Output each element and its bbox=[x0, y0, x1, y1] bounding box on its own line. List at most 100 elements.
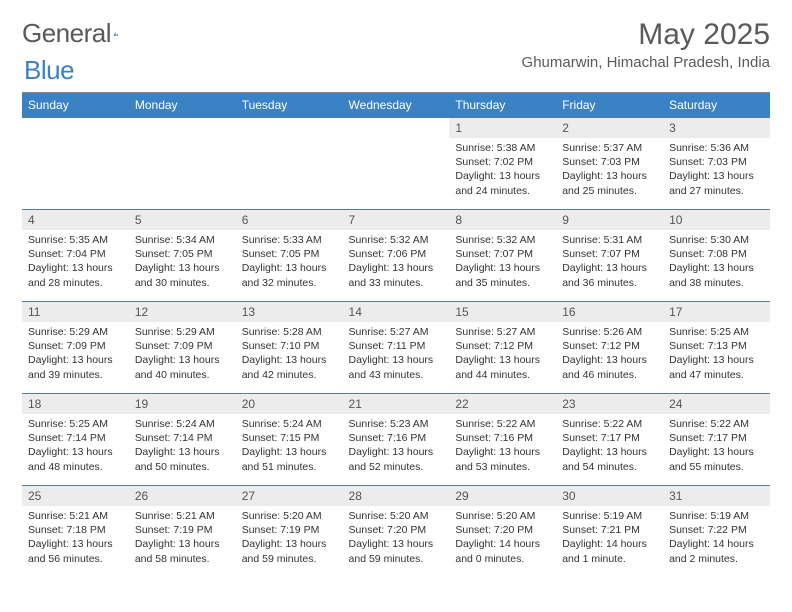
calendar-cell: 29Sunrise: 5:20 AMSunset: 7:20 PMDayligh… bbox=[449, 486, 556, 578]
calendar-cell: 3Sunrise: 5:36 AMSunset: 7:03 PMDaylight… bbox=[663, 118, 770, 210]
day-number: 19 bbox=[129, 394, 236, 414]
day-details: Sunrise: 5:31 AMSunset: 7:07 PMDaylight:… bbox=[556, 230, 663, 295]
calendar-cell: 27Sunrise: 5:20 AMSunset: 7:19 PMDayligh… bbox=[236, 486, 343, 578]
calendar-cell: 30Sunrise: 5:19 AMSunset: 7:21 PMDayligh… bbox=[556, 486, 663, 578]
day-details: Sunrise: 5:21 AMSunset: 7:19 PMDaylight:… bbox=[129, 506, 236, 571]
day-details: Sunrise: 5:19 AMSunset: 7:21 PMDaylight:… bbox=[556, 506, 663, 571]
calendar-cell: 28Sunrise: 5:20 AMSunset: 7:20 PMDayligh… bbox=[343, 486, 450, 578]
day-details: Sunrise: 5:27 AMSunset: 7:11 PMDaylight:… bbox=[343, 322, 450, 387]
day-number: 8 bbox=[449, 210, 556, 230]
calendar-cell: 9Sunrise: 5:31 AMSunset: 7:07 PMDaylight… bbox=[556, 210, 663, 302]
day-details: Sunrise: 5:32 AMSunset: 7:07 PMDaylight:… bbox=[449, 230, 556, 295]
day-number: 13 bbox=[236, 302, 343, 322]
day-number: 30 bbox=[556, 486, 663, 506]
weekday-header: Monday bbox=[129, 93, 236, 118]
day-number: 17 bbox=[663, 302, 770, 322]
day-number: 20 bbox=[236, 394, 343, 414]
calendar-cell: 5Sunrise: 5:34 AMSunset: 7:05 PMDaylight… bbox=[129, 210, 236, 302]
day-number: 27 bbox=[236, 486, 343, 506]
day-number: 7 bbox=[343, 210, 450, 230]
calendar-cell: 16Sunrise: 5:26 AMSunset: 7:12 PMDayligh… bbox=[556, 302, 663, 394]
day-number: 3 bbox=[663, 118, 770, 138]
day-number: 4 bbox=[22, 210, 129, 230]
day-details: Sunrise: 5:34 AMSunset: 7:05 PMDaylight:… bbox=[129, 230, 236, 295]
day-details: Sunrise: 5:22 AMSunset: 7:16 PMDaylight:… bbox=[449, 414, 556, 479]
day-details: Sunrise: 5:24 AMSunset: 7:14 PMDaylight:… bbox=[129, 414, 236, 479]
weekday-header: Friday bbox=[556, 93, 663, 118]
calendar-cell: 19Sunrise: 5:24 AMSunset: 7:14 PMDayligh… bbox=[129, 394, 236, 486]
day-details: Sunrise: 5:22 AMSunset: 7:17 PMDaylight:… bbox=[663, 414, 770, 479]
logo: General bbox=[22, 18, 143, 49]
day-number: 22 bbox=[449, 394, 556, 414]
calendar-cell: 21Sunrise: 5:23 AMSunset: 7:16 PMDayligh… bbox=[343, 394, 450, 486]
day-number: 28 bbox=[343, 486, 450, 506]
calendar-table: SundayMondayTuesdayWednesdayThursdayFrid… bbox=[22, 93, 770, 578]
calendar-cell bbox=[343, 118, 450, 210]
day-details: Sunrise: 5:24 AMSunset: 7:15 PMDaylight:… bbox=[236, 414, 343, 479]
day-number: 18 bbox=[22, 394, 129, 414]
day-details: Sunrise: 5:29 AMSunset: 7:09 PMDaylight:… bbox=[22, 322, 129, 387]
day-details: Sunrise: 5:35 AMSunset: 7:04 PMDaylight:… bbox=[22, 230, 129, 295]
calendar-cell: 17Sunrise: 5:25 AMSunset: 7:13 PMDayligh… bbox=[663, 302, 770, 394]
calendar-row: 25Sunrise: 5:21 AMSunset: 7:18 PMDayligh… bbox=[22, 486, 770, 578]
day-details: Sunrise: 5:38 AMSunset: 7:02 PMDaylight:… bbox=[449, 138, 556, 203]
calendar-cell: 25Sunrise: 5:21 AMSunset: 7:18 PMDayligh… bbox=[22, 486, 129, 578]
title-block: May 2025 Ghumarwin, Himachal Pradesh, In… bbox=[522, 18, 770, 71]
day-number: 2 bbox=[556, 118, 663, 138]
day-number: 1 bbox=[449, 118, 556, 138]
day-details: Sunrise: 5:25 AMSunset: 7:13 PMDaylight:… bbox=[663, 322, 770, 387]
day-details: Sunrise: 5:30 AMSunset: 7:08 PMDaylight:… bbox=[663, 230, 770, 295]
day-details: Sunrise: 5:36 AMSunset: 7:03 PMDaylight:… bbox=[663, 138, 770, 203]
calendar-row: 4Sunrise: 5:35 AMSunset: 7:04 PMDaylight… bbox=[22, 210, 770, 302]
day-details: Sunrise: 5:21 AMSunset: 7:18 PMDaylight:… bbox=[22, 506, 129, 571]
day-details: Sunrise: 5:22 AMSunset: 7:17 PMDaylight:… bbox=[556, 414, 663, 479]
weekday-header: Sunday bbox=[22, 93, 129, 118]
calendar-cell: 20Sunrise: 5:24 AMSunset: 7:15 PMDayligh… bbox=[236, 394, 343, 486]
day-details: Sunrise: 5:19 AMSunset: 7:22 PMDaylight:… bbox=[663, 506, 770, 571]
day-number: 6 bbox=[236, 210, 343, 230]
calendar-cell: 31Sunrise: 5:19 AMSunset: 7:22 PMDayligh… bbox=[663, 486, 770, 578]
day-number: 15 bbox=[449, 302, 556, 322]
day-number: 11 bbox=[22, 302, 129, 322]
day-number: 5 bbox=[129, 210, 236, 230]
calendar-cell: 26Sunrise: 5:21 AMSunset: 7:19 PMDayligh… bbox=[129, 486, 236, 578]
day-number: 14 bbox=[343, 302, 450, 322]
calendar-row: 11Sunrise: 5:29 AMSunset: 7:09 PMDayligh… bbox=[22, 302, 770, 394]
calendar-cell: 4Sunrise: 5:35 AMSunset: 7:04 PMDaylight… bbox=[22, 210, 129, 302]
calendar-cell: 22Sunrise: 5:22 AMSunset: 7:16 PMDayligh… bbox=[449, 394, 556, 486]
calendar-cell: 15Sunrise: 5:27 AMSunset: 7:12 PMDayligh… bbox=[449, 302, 556, 394]
calendar-row: 1Sunrise: 5:38 AMSunset: 7:02 PMDaylight… bbox=[22, 118, 770, 210]
calendar-cell: 6Sunrise: 5:33 AMSunset: 7:05 PMDaylight… bbox=[236, 210, 343, 302]
day-details: Sunrise: 5:23 AMSunset: 7:16 PMDaylight:… bbox=[343, 414, 450, 479]
weekday-header-row: SundayMondayTuesdayWednesdayThursdayFrid… bbox=[22, 93, 770, 118]
calendar-cell: 8Sunrise: 5:32 AMSunset: 7:07 PMDaylight… bbox=[449, 210, 556, 302]
day-number: 12 bbox=[129, 302, 236, 322]
month-title: May 2025 bbox=[522, 18, 770, 52]
logo-sail-icon bbox=[113, 23, 118, 45]
day-details: Sunrise: 5:33 AMSunset: 7:05 PMDaylight:… bbox=[236, 230, 343, 295]
calendar-cell: 14Sunrise: 5:27 AMSunset: 7:11 PMDayligh… bbox=[343, 302, 450, 394]
location-text: Ghumarwin, Himachal Pradesh, India bbox=[522, 54, 770, 71]
day-number: 26 bbox=[129, 486, 236, 506]
calendar-cell: 12Sunrise: 5:29 AMSunset: 7:09 PMDayligh… bbox=[129, 302, 236, 394]
day-number: 24 bbox=[663, 394, 770, 414]
day-details: Sunrise: 5:37 AMSunset: 7:03 PMDaylight:… bbox=[556, 138, 663, 203]
day-details: Sunrise: 5:28 AMSunset: 7:10 PMDaylight:… bbox=[236, 322, 343, 387]
day-number: 25 bbox=[22, 486, 129, 506]
calendar-cell: 11Sunrise: 5:29 AMSunset: 7:09 PMDayligh… bbox=[22, 302, 129, 394]
day-details: Sunrise: 5:20 AMSunset: 7:19 PMDaylight:… bbox=[236, 506, 343, 571]
calendar-cell: 18Sunrise: 5:25 AMSunset: 7:14 PMDayligh… bbox=[22, 394, 129, 486]
calendar-cell: 24Sunrise: 5:22 AMSunset: 7:17 PMDayligh… bbox=[663, 394, 770, 486]
weekday-header: Tuesday bbox=[236, 93, 343, 118]
day-details: Sunrise: 5:27 AMSunset: 7:12 PMDaylight:… bbox=[449, 322, 556, 387]
day-details: Sunrise: 5:20 AMSunset: 7:20 PMDaylight:… bbox=[343, 506, 450, 571]
calendar-row: 18Sunrise: 5:25 AMSunset: 7:14 PMDayligh… bbox=[22, 394, 770, 486]
logo-text-blue: Blue bbox=[24, 55, 74, 86]
day-number: 9 bbox=[556, 210, 663, 230]
calendar-cell: 7Sunrise: 5:32 AMSunset: 7:06 PMDaylight… bbox=[343, 210, 450, 302]
calendar-cell: 1Sunrise: 5:38 AMSunset: 7:02 PMDaylight… bbox=[449, 118, 556, 210]
calendar-cell: 23Sunrise: 5:22 AMSunset: 7:17 PMDayligh… bbox=[556, 394, 663, 486]
calendar-cell: 13Sunrise: 5:28 AMSunset: 7:10 PMDayligh… bbox=[236, 302, 343, 394]
weekday-header: Saturday bbox=[663, 93, 770, 118]
day-details: Sunrise: 5:20 AMSunset: 7:20 PMDaylight:… bbox=[449, 506, 556, 571]
